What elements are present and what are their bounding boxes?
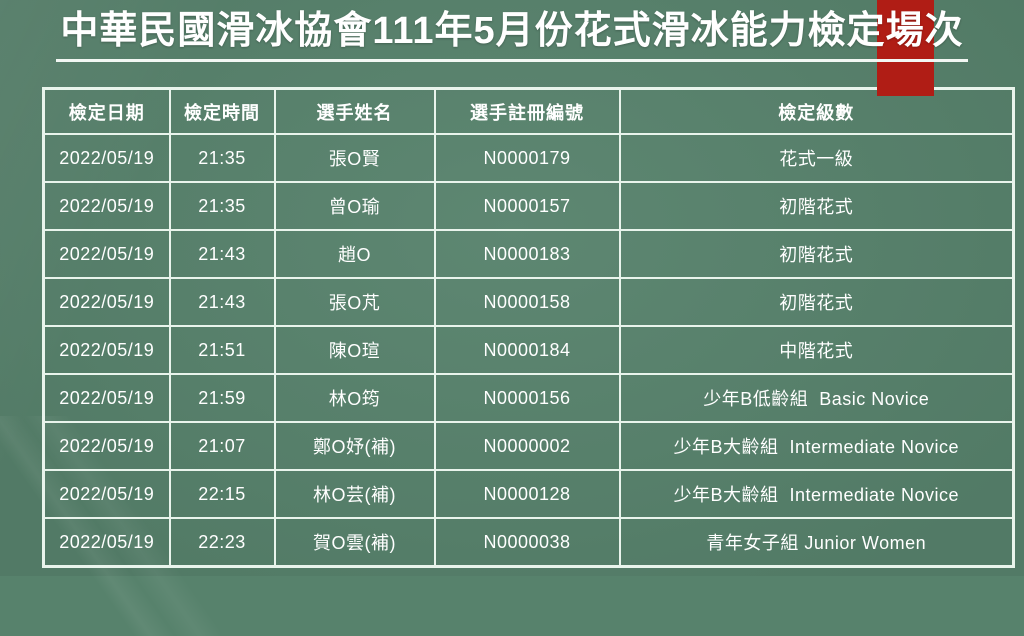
title-container: 中華民國滑冰協會111年5月份花式滑冰能力檢定場次 [0,8,1024,62]
column-header-player-name: 選手姓名 [273,87,436,135]
table-row: 2022/05/19 21:07 鄭O妤(補) N0000002 少年B大齡組 Inte… [42,421,1015,471]
column-header-date: 檢定日期 [42,87,171,135]
cell-registration-number: N0000179 [433,133,621,183]
cell-player-name: 鄭O妤(補) [273,421,436,471]
cell-time: 21:59 [168,373,276,423]
cell-level: 少年B大齡組 Intermediate Novice [618,421,1015,471]
cell-level: 少年B低齡組 Basic Novice [618,373,1015,423]
table-header-row: 檢定日期 檢定時間 選手姓名 選手註冊編號 檢定級數 [42,87,1015,135]
cell-registration-number: N0000002 [433,421,621,471]
red-accent-stripe [877,0,934,96]
table-row: 2022/05/19 22:23 賀O雲(補) N0000038 青年女子組 Junio… [42,517,1015,568]
cell-level: 少年B大齡組 Intermediate Novice [618,469,1015,519]
cell-registration-number: N0000156 [433,373,621,423]
cell-date: 2022/05/19 [42,181,171,231]
cell-player-name: 曾O瑜 [273,181,436,231]
cell-date: 2022/05/19 [42,517,171,568]
cell-time: 21:35 [168,181,276,231]
cell-registration-number: N0000158 [433,277,621,327]
cell-registration-number: N0000184 [433,325,621,375]
cell-level: 初階花式 [618,277,1015,327]
cell-registration-number: N0000183 [433,229,621,279]
cell-date: 2022/05/19 [42,325,171,375]
certification-schedule-table: 檢定日期 檢定時間 選手姓名 選手註冊編號 檢定級數 2022/05/19 21:35 張O… [42,87,1015,568]
cell-level: 初階花式 [618,181,1015,231]
cell-registration-number: N0000128 [433,469,621,519]
cell-time: 21:35 [168,133,276,183]
column-header-registration-number: 選手註冊編號 [433,87,621,135]
cell-time: 21:43 [168,277,276,327]
cell-level: 中階花式 [618,325,1015,375]
cell-date: 2022/05/19 [42,277,171,327]
cell-time: 22:23 [168,517,276,568]
cell-player-name: 賀O雲(補) [273,517,436,568]
cell-date: 2022/05/19 [42,229,171,279]
cell-player-name: 張O芃 [273,277,436,327]
column-header-time: 檢定時間 [168,87,276,135]
cell-level: 青年女子組 Junior Women [618,517,1015,568]
cell-player-name: 陳O瑄 [273,325,436,375]
cell-player-name: 趙O [273,229,436,279]
column-header-level: 檢定級數 [618,87,1015,135]
cell-time: 22:15 [168,469,276,519]
table-row: 2022/05/19 22:15 林O芸(補) N0000128 少年B大齡組 Inte… [42,469,1015,519]
page-title: 中華民國滑冰協會111年5月份花式滑冰能力檢定場次 [56,8,968,62]
table-row: 2022/05/19 21:51 陳O瑄 N0000184 中階花式 [42,325,1015,375]
table-body: 2022/05/19 21:35 張O賢 N0000179 花式一級 2022/05/19… [42,133,1015,568]
cell-date: 2022/05/19 [42,469,171,519]
cell-registration-number: N0000038 [433,517,621,568]
cell-date: 2022/05/19 [42,373,171,423]
cell-date: 2022/05/19 [42,133,171,183]
cell-player-name: 林O芸(補) [273,469,436,519]
table-row: 2022/05/19 21:35 張O賢 N0000179 花式一級 [42,133,1015,183]
table-row: 2022/05/19 21:35 曾O瑜 N0000157 初階花式 [42,181,1015,231]
table-row: 2022/05/19 21:59 林O筠 N0000156 少年B低齡組 Basic N… [42,373,1015,423]
cell-time: 21:43 [168,229,276,279]
cell-date: 2022/05/19 [42,421,171,471]
cell-time: 21:51 [168,325,276,375]
cell-registration-number: N0000157 [433,181,621,231]
cell-level: 花式一級 [618,133,1015,183]
cell-player-name: 林O筠 [273,373,436,423]
table-row: 2022/05/19 21:43 趙O N0000183 初階花式 [42,229,1015,279]
cell-time: 21:07 [168,421,276,471]
cell-player-name: 張O賢 [273,133,436,183]
cell-level: 初階花式 [618,229,1015,279]
table-row: 2022/05/19 21:43 張O芃 N0000158 初階花式 [42,277,1015,327]
